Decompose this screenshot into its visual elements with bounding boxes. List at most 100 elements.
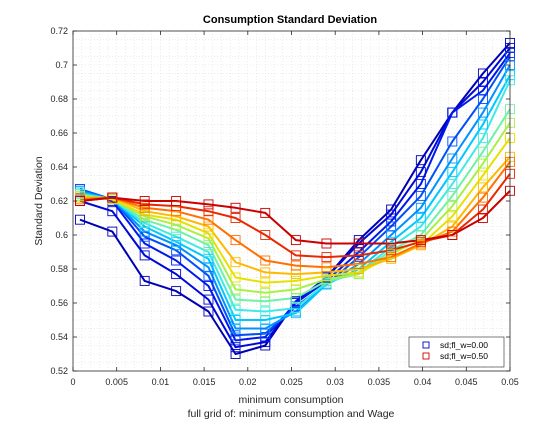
data-point: [171, 236, 182, 247]
data-point: [107, 192, 118, 203]
data-point: [290, 303, 301, 314]
data-point: [477, 94, 488, 104]
data-point: [203, 294, 214, 305]
data-point: [415, 202, 426, 213]
data-point: [447, 167, 458, 178]
y-tick-label: 0.72: [50, 26, 68, 36]
legend-marker-1: [422, 352, 430, 360]
data-point: [203, 306, 214, 317]
data-point: [353, 264, 364, 274]
data-point: [75, 214, 85, 225]
y-tick-label: 0.52: [50, 366, 68, 376]
data-point: [171, 206, 182, 217]
data-point: [415, 167, 426, 178]
data-point: [230, 235, 241, 246]
data-point: [203, 228, 214, 239]
y-tick-label: 0.56: [50, 298, 68, 308]
data-point: [415, 179, 426, 189]
data-point: [447, 136, 458, 147]
legend-marker-0: [422, 341, 430, 349]
data-point: [139, 238, 150, 249]
x-tick-label: 0.045: [455, 377, 478, 387]
data-point: [230, 272, 241, 283]
data-point: [139, 196, 150, 206]
data-point: [353, 238, 364, 249]
data-point: [290, 260, 301, 271]
data-point: [290, 292, 301, 303]
data-point: [203, 240, 214, 251]
data-point: [477, 192, 488, 203]
data-point: [415, 213, 426, 223]
data-point: [386, 252, 397, 263]
data-point: [477, 182, 488, 193]
data-point: [171, 255, 182, 266]
data-point: [447, 201, 458, 212]
data-point: [203, 221, 214, 232]
chart-title: Consumption Standard Deviation: [203, 14, 377, 26]
data-point: [321, 252, 332, 263]
subtitle: full grid of: minimum consumption and Wa…: [188, 408, 395, 420]
x-tick-label: 0.015: [193, 377, 216, 387]
data-point: [230, 349, 241, 359]
data-point: [230, 294, 241, 305]
data-point: [353, 258, 364, 269]
data-point: [203, 281, 214, 291]
data-point: [260, 296, 271, 307]
x-tick-label: 0.05: [501, 377, 519, 387]
legend-label-0: sd;fl_w=0.00: [440, 340, 488, 350]
x-tick-label: 0.02: [239, 377, 257, 387]
data-point: [139, 226, 150, 237]
data-point: [477, 146, 488, 157]
series-line-5: [79, 74, 511, 321]
y-tick-label: 0.7: [55, 60, 68, 70]
data-point: [230, 335, 241, 346]
y-tick-label: 0.66: [50, 128, 68, 138]
data-point: [447, 221, 458, 232]
axis-ticks: 0 0.005 0.01 0.015 0.02 0.025 0.03 0.035 0.04 0.0…: [50, 26, 518, 387]
data-point: [171, 224, 182, 235]
data-point: [260, 315, 271, 325]
x-axis-label: minimum consumption: [238, 394, 343, 406]
data-point: [321, 262, 332, 273]
series-line-6: [79, 79, 511, 313]
data-point: [477, 170, 488, 181]
data-point: [171, 211, 182, 222]
data-point: [171, 269, 182, 280]
data-point: [139, 250, 150, 261]
x-tick-label: 0: [70, 377, 75, 387]
y-tick-label: 0.54: [50, 332, 68, 342]
data-point: [477, 213, 488, 223]
series-line-2: [79, 52, 511, 342]
series-line-9: [79, 137, 511, 284]
data-point: [386, 238, 397, 249]
data-point: [477, 119, 488, 130]
data-point: [171, 196, 182, 206]
data-point: [290, 235, 301, 246]
data-point: [107, 206, 118, 217]
series-line-8: [79, 122, 511, 294]
data-point: [139, 275, 150, 286]
data-point: [290, 308, 301, 319]
y-tick-label: 0.6: [55, 230, 68, 240]
data-point: [477, 204, 488, 215]
legend-label-1: sd;fl_w=0.50: [440, 351, 488, 361]
series-line-11: [79, 161, 511, 269]
data-point: [171, 231, 182, 242]
series-line-10: [79, 156, 511, 276]
data-point: [447, 211, 458, 222]
data-point: [447, 230, 458, 240]
data-point: [139, 231, 150, 242]
data-point: [171, 219, 182, 230]
data-point: [386, 209, 397, 220]
series-lines: [79, 42, 511, 355]
x-tick-label: 0.01: [152, 377, 170, 387]
data-point: [386, 221, 397, 232]
x-tick-label: 0.04: [414, 377, 432, 387]
data-point: [230, 284, 241, 295]
data-point: [230, 304, 241, 315]
data-point: [477, 68, 488, 79]
data-point: [477, 77, 488, 87]
data-point: [260, 267, 271, 278]
x-tick-label: 0.025: [280, 377, 303, 387]
data-point: [230, 202, 241, 213]
